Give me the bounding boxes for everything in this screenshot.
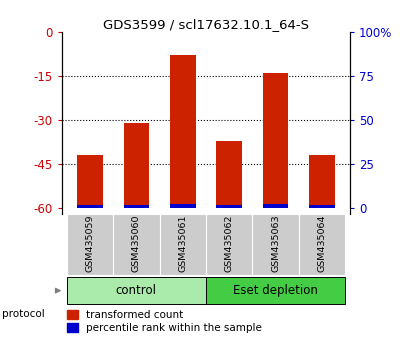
Bar [170, 204, 196, 208]
Bar [252, 214, 299, 275]
Text: GSM435063: GSM435063 [271, 215, 280, 272]
Title: GDS3599 / scl17632.10.1_64-S: GDS3599 / scl17632.10.1_64-S [103, 18, 309, 31]
Text: GSM435061: GSM435061 [178, 215, 187, 272]
Bar [216, 141, 242, 208]
Text: GSM435060: GSM435060 [132, 215, 141, 272]
Bar [263, 204, 288, 208]
Bar [309, 205, 335, 208]
Bar [77, 155, 103, 208]
Bar [113, 214, 160, 275]
Bar [160, 214, 206, 275]
Text: Eset depletion: Eset depletion [233, 284, 318, 297]
Bar [206, 278, 345, 304]
Bar [67, 278, 206, 304]
Text: GSM435062: GSM435062 [225, 215, 234, 272]
Bar [299, 214, 345, 275]
Text: GSM435059: GSM435059 [85, 215, 94, 272]
Bar [170, 55, 196, 208]
Bar [216, 205, 242, 208]
Bar [124, 205, 149, 208]
Text: control: control [116, 284, 157, 297]
Bar [77, 205, 103, 208]
Text: protocol: protocol [2, 309, 45, 319]
Bar [263, 73, 288, 208]
Text: GSM435064: GSM435064 [318, 215, 327, 272]
Legend: transformed count, percentile rank within the sample: transformed count, percentile rank withi… [67, 310, 262, 333]
Bar [67, 214, 113, 275]
Bar [309, 155, 335, 208]
Bar [206, 214, 252, 275]
Bar [124, 123, 149, 208]
